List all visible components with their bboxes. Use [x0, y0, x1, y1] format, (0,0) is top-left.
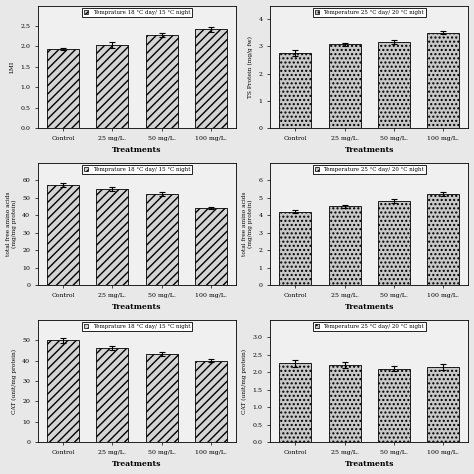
- X-axis label: Treatments: Treatments: [345, 460, 394, 468]
- Bar: [47, 185, 79, 285]
- Bar: [146, 194, 178, 285]
- Y-axis label: total free amino acids
(mg/mg protein): total free amino acids (mg/mg protein): [6, 191, 17, 256]
- Legend: Temperature 25 °C day/ 20 °C night: Temperature 25 °C day/ 20 °C night: [313, 165, 426, 174]
- Bar: [96, 45, 128, 128]
- Bar: [146, 36, 178, 128]
- Bar: [378, 42, 410, 128]
- Legend: Temprature 18 °C day/ 15 °C night: Temprature 18 °C day/ 15 °C night: [82, 322, 192, 331]
- Bar: [279, 364, 311, 442]
- Bar: [328, 206, 361, 285]
- Bar: [195, 208, 227, 285]
- X-axis label: Treatments: Treatments: [112, 460, 162, 468]
- X-axis label: Treatments: Treatments: [345, 303, 394, 311]
- X-axis label: Treatments: Treatments: [112, 146, 162, 155]
- Bar: [279, 212, 311, 285]
- Bar: [328, 365, 361, 442]
- Bar: [96, 348, 128, 442]
- Y-axis label: TS Protein (mg/g fw): TS Protein (mg/g fw): [247, 36, 253, 98]
- Legend: Temprature 18 °C day/ 15 °C night: Temprature 18 °C day/ 15 °C night: [82, 9, 192, 17]
- Y-axis label: total free amino acids
(mg/mg protein): total free amino acids (mg/mg protein): [242, 191, 253, 256]
- Bar: [195, 29, 227, 128]
- Bar: [378, 201, 410, 285]
- Bar: [428, 194, 459, 285]
- Bar: [146, 355, 178, 442]
- Bar: [195, 361, 227, 442]
- Legend: Temprature 18 °C day/ 15 °C night: Temprature 18 °C day/ 15 °C night: [82, 165, 192, 174]
- X-axis label: Treatments: Treatments: [112, 303, 162, 311]
- Y-axis label: CAT (unit/mg protein): CAT (unit/mg protein): [11, 348, 17, 413]
- Y-axis label: CAT (unit/mg protein): CAT (unit/mg protein): [242, 348, 247, 413]
- Bar: [96, 189, 128, 285]
- Legend: Temperature 25 °C day/ 20 °C night: Temperature 25 °C day/ 20 °C night: [313, 9, 426, 17]
- Bar: [279, 53, 311, 128]
- Bar: [47, 340, 79, 442]
- Bar: [47, 49, 79, 128]
- Bar: [428, 367, 459, 442]
- X-axis label: Treatments: Treatments: [345, 146, 394, 155]
- Bar: [328, 45, 361, 128]
- Bar: [428, 33, 459, 128]
- Y-axis label: LMI: LMI: [10, 61, 15, 73]
- Bar: [378, 369, 410, 442]
- Legend: Temperature 25 °C day/ 20 °C night: Temperature 25 °C day/ 20 °C night: [313, 322, 426, 331]
